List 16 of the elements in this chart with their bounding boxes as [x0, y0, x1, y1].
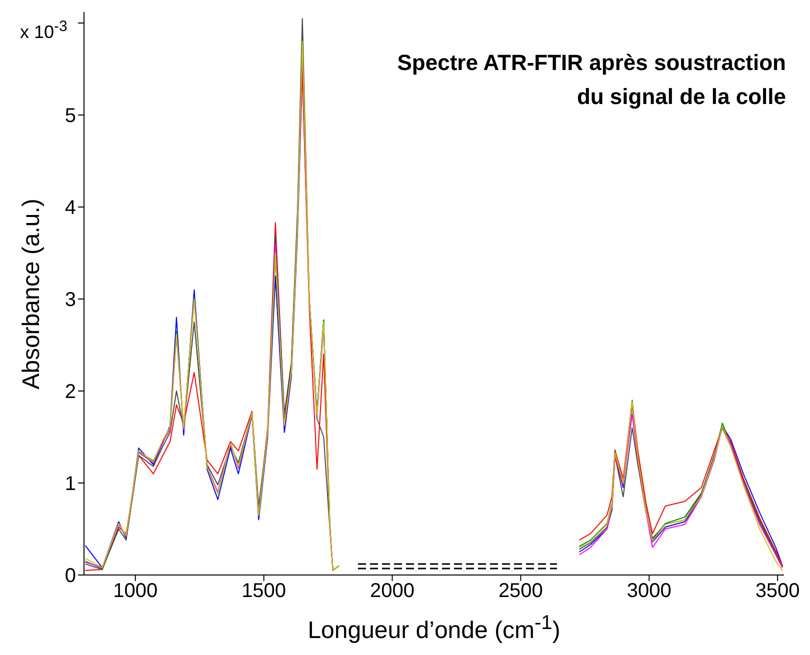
- y-tick-label: 5: [64, 105, 76, 128]
- y-axis-title: Absorbance (a.u.): [18, 198, 46, 389]
- y-tick-label: 3: [64, 289, 76, 312]
- y-tick-label: 4: [64, 197, 76, 220]
- x-tick-label: 1500: [242, 580, 286, 602]
- x-tick-label: 3000: [626, 580, 672, 602]
- x-tick-label: 2000: [370, 580, 415, 602]
- x-tick-label: 2500: [498, 580, 543, 602]
- text: Spectre ATR-FTIR après soustraction du signal de la colle: [397, 49, 786, 111]
- x-tick-label: 1000: [113, 580, 158, 602]
- y-tick-label: 0: [64, 565, 76, 588]
- y-tick-label: 1: [64, 473, 76, 496]
- x-tick-label: 3500: [755, 580, 800, 602]
- y-tick-label: 2: [64, 381, 76, 404]
- text: x 10$^{-3}$: [20, 18, 68, 43]
- x-axis-title: Longueur d’onde (cm$^{-1}$): [306, 612, 562, 645]
